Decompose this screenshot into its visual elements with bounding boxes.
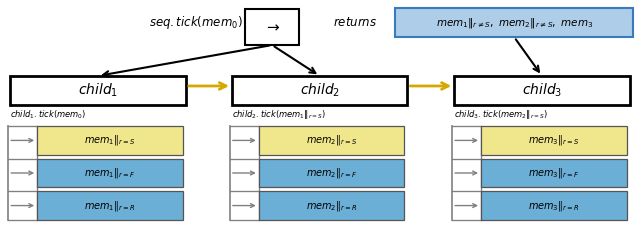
Text: $child_3$: $child_3$ xyxy=(522,82,562,99)
Text: $seq.tick(mem_0)$: $seq.tick(mem_0)$ xyxy=(148,14,243,31)
Text: $mem_3\|_{r=R}$: $mem_3\|_{r=R}$ xyxy=(528,199,580,213)
Text: $mem_1\|_{r=R}$: $mem_1\|_{r=R}$ xyxy=(84,199,136,213)
Text: $child_2.tick(mem_1\|_{r=S})$: $child_2.tick(mem_1\|_{r=S})$ xyxy=(232,108,326,121)
FancyBboxPatch shape xyxy=(481,126,627,155)
FancyBboxPatch shape xyxy=(481,191,627,220)
FancyBboxPatch shape xyxy=(259,191,404,220)
FancyBboxPatch shape xyxy=(10,76,186,105)
Text: $child_3.tick(mem_2\|_{r=S})$: $child_3.tick(mem_2\|_{r=S})$ xyxy=(454,108,548,121)
FancyBboxPatch shape xyxy=(37,191,182,220)
Text: $mem_1\|_{r=S}$: $mem_1\|_{r=S}$ xyxy=(84,133,136,147)
FancyBboxPatch shape xyxy=(245,9,299,45)
Text: $child_1$: $child_1$ xyxy=(78,82,118,99)
FancyBboxPatch shape xyxy=(259,159,404,187)
Text: $\rightarrow$: $\rightarrow$ xyxy=(264,20,280,34)
Text: $mem_1\|_{r{\neq}S},\ mem_2\|_{r{\neq}S},\ mem_3$: $mem_1\|_{r{\neq}S},\ mem_2\|_{r{\neq}S}… xyxy=(435,16,593,30)
Text: $child_2$: $child_2$ xyxy=(300,82,340,99)
FancyBboxPatch shape xyxy=(259,126,404,155)
FancyBboxPatch shape xyxy=(37,159,182,187)
Text: $child_1.tick(mem_0)$: $child_1.tick(mem_0)$ xyxy=(10,108,87,121)
Text: $mem_2\|_{r=F}$: $mem_2\|_{r=F}$ xyxy=(306,166,357,180)
Text: $returns$: $returns$ xyxy=(333,16,377,29)
FancyBboxPatch shape xyxy=(37,126,182,155)
FancyBboxPatch shape xyxy=(232,76,408,105)
Text: $mem_2\|_{r=S}$: $mem_2\|_{r=S}$ xyxy=(305,133,357,147)
Text: $mem_1\|_{r=F}$: $mem_1\|_{r=F}$ xyxy=(84,166,136,180)
Text: $mem_2\|_{r=R}$: $mem_2\|_{r=R}$ xyxy=(305,199,357,213)
Text: $mem_3\|_{r=F}$: $mem_3\|_{r=F}$ xyxy=(528,166,580,180)
Text: $mem_3\|_{r=S}$: $mem_3\|_{r=S}$ xyxy=(528,133,580,147)
FancyBboxPatch shape xyxy=(396,8,633,37)
FancyBboxPatch shape xyxy=(481,159,627,187)
FancyBboxPatch shape xyxy=(454,76,630,105)
